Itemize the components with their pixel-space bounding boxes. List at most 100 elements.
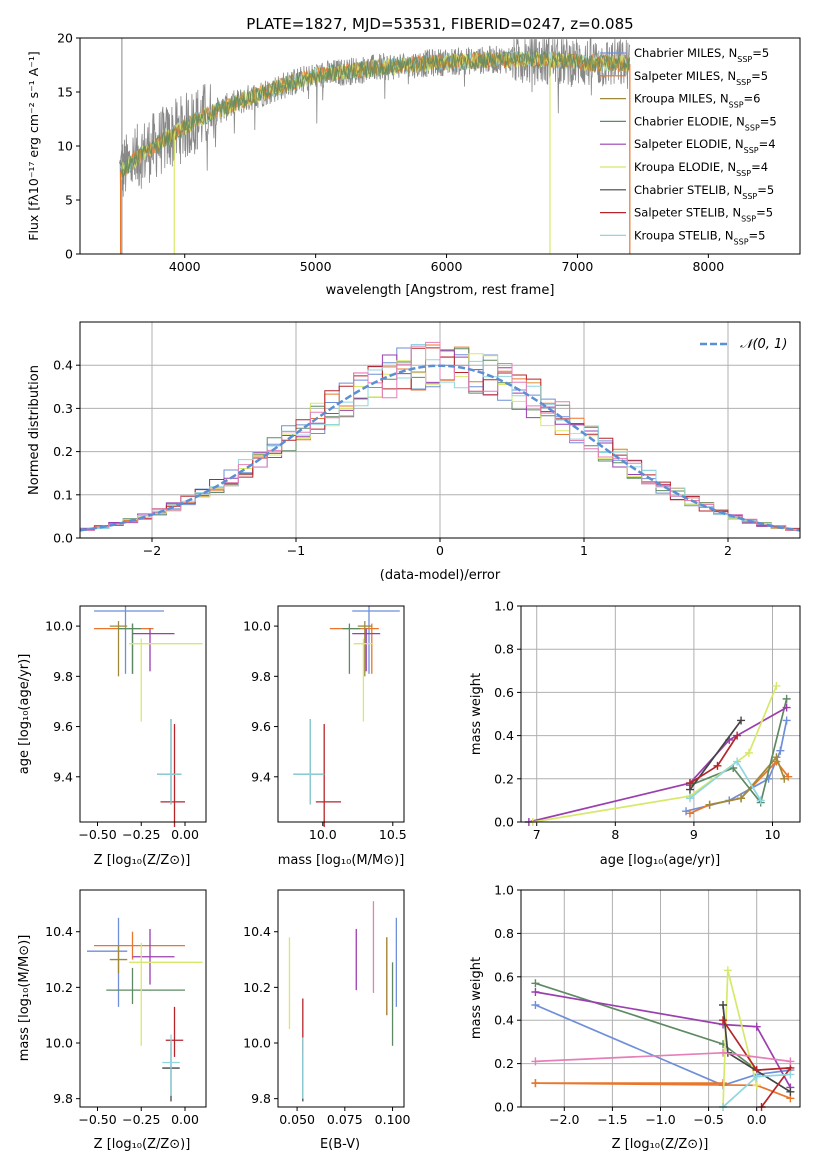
mwAge-series-line [689,698,788,805]
mwZ-point-marker [752,1081,761,1090]
mwAge-point-marker [756,796,765,805]
mwAge-point-marker [780,774,789,783]
ageZ-frame [79,605,207,823]
massEBV-ytick-label: 10.4 [243,924,271,939]
massEBV-xlabel: E(B-V) [320,1137,360,1152]
mwZ-point-marker [531,1001,540,1010]
residual-gaussian-curve [79,364,801,532]
mwZ-series-line [535,1082,791,1100]
mwAge-point-marker [782,716,791,725]
mwAge-point-marker [685,794,694,803]
age-vs-mass-panel: mass [log₁₀(M/M⊙)] 10.0 10.5 9.4 9.6 9.8 10.0 [243,605,407,868]
massEBV-ytick-label: 9.8 [251,1091,271,1106]
mwZ-xtick-label: 0.0 [747,1112,767,1127]
ageM-frame [277,605,405,823]
spectrum-model-line [120,49,631,179]
spectrum-xtick-label: 5000 [300,259,332,274]
mwAge-ytick-label: 0.0 [494,815,514,830]
spectrum-legend-label: Chabrier STELIB, NSSP=5 [634,183,774,201]
ageM-xtick-label: 10.5 [379,827,407,842]
residual-xlabel: (data-model)/error [380,568,501,583]
mwAge-xtick-label: 10 [765,827,781,842]
spectrum-ytick-label: 20 [57,31,73,46]
spectrum-legend-label: Chabrier MILES, NSSP=5 [634,46,769,64]
mwZ-series-line [535,1004,791,1087]
mwZ-point-marker [719,1016,728,1025]
mwAge-ytick-label: 1.0 [494,599,514,614]
massweight-vs-Z-panel: Z [log₁₀(Z/Z⊙)] mass weight −2.0 −1.5 −1.0… [469,883,801,1152]
massZ-ytick-label: 9.8 [53,1091,73,1106]
spectrum-legend-label: Salpeter ELODIE, NSSP=4 [634,137,776,155]
mwAge-xtick-label: 9 [690,827,698,842]
spectrum-legend-label: Salpeter MILES, NSSP=5 [634,69,768,87]
massZ-xtick-label: −0.50 [78,1112,116,1127]
mwZ-ytick-label: 0.4 [494,1013,514,1028]
mwAge-point-marker [782,703,791,712]
massZ-xtick-label: −0.25 [122,1112,160,1127]
massEBV-xtick-label: 0.075 [327,1112,363,1127]
massEBV-ytick-label: 10.0 [243,1036,271,1051]
mwZ-ylabel: mass weight [469,957,484,1039]
mwAge-point-marker [737,794,746,803]
mwZ-point-marker [531,1079,540,1088]
ageZ-ytick-label: 9.6 [53,719,73,734]
mwAge-series-line [528,706,788,823]
massZ-xlabel: Z [log₁₀(Z/Z⊙)] [94,1137,191,1152]
residuals-ytick-label: 0.3 [53,401,73,416]
residuals-xtick-label: 0 [436,543,444,558]
mwZ-ytick-label: 0.0 [494,1100,514,1115]
mwAge-ytick-label: 0.2 [494,771,514,786]
spectrum-xtick-label: 8000 [692,259,724,274]
mass-vs-Z-panel: Z [log₁₀(Z/Z⊙)] mass [log₁₀(M/M⊙)] −0.50… [17,889,207,1152]
figure-title: PLATE=1827, MJD=53531, FIBERID=0247, z=0… [246,15,633,33]
mwZ-point-marker [531,987,540,996]
ageZ-ylabel: age [log₁₀(age/yr)] [17,654,32,775]
mwAge-point-marker [772,753,781,762]
spectrum-legend-label: Salpeter STELIB, NSSP=5 [634,206,773,224]
mwAge-point-marker [685,809,694,818]
mwAge-series-line [532,685,778,823]
spectrum-legend-label: Kroupa MILES, NSSP=6 [634,92,760,110]
spectrum-xtick-label: 6000 [431,259,463,274]
spectrum-ylabel: Flux [fλ10⁻¹⁷ erg cm⁻² s⁻¹ A⁻¹] [26,51,41,240]
ageM-ytick-label: 9.4 [251,769,271,784]
mwZ-point-marker [786,1070,795,1079]
mwAge-frame [520,605,801,823]
mwZ-xtick-label: −1.5 [597,1112,627,1127]
spectrum-xtick-label: 7000 [562,259,594,274]
ageZ-ytick-label: 9.4 [53,769,73,784]
mwZ-point-marker [531,1057,540,1066]
legend-gaussian-label: 𝒩(0, 1) [740,337,787,352]
residuals-ytick-label: 0.4 [53,358,73,373]
mwZ-ytick-label: 0.2 [494,1056,514,1071]
mwZ-xtick-label: −1.0 [645,1112,675,1127]
mwAge-point-marker [737,716,746,725]
ageM-ytick-label: 10.0 [243,619,271,634]
mwAge-point-marker [782,694,791,703]
mwZ-series-line [535,991,792,1088]
residual-histogram-step [80,341,800,531]
spectrum-frame [79,37,801,255]
mwZ-point-marker [531,979,540,988]
massZ-ytick-label: 10.4 [45,924,73,939]
ageM-ytick-label: 9.8 [251,669,271,684]
mwZ-xtick-label: −0.5 [693,1112,723,1127]
mwAge-xtick-label: 8 [611,827,619,842]
spectrum-ytick-label: 5 [65,193,73,208]
spectrum-xlabel: wavelength [Angstrom, rest frame] [326,283,555,298]
residuals-ytick-label: 0.2 [53,444,73,459]
massEBV-xtick-label: 0.100 [375,1112,411,1127]
massEBV-xtick-label: 0.050 [279,1112,315,1127]
mwAge-point-marker [776,746,785,755]
massEBV-frame [277,889,405,1108]
ageZ-xlabel: Z [log₁₀(Z/Z⊙)] [94,853,191,868]
mwAge-point-marker [685,779,694,788]
mwAge-xtick-label: 7 [533,827,541,842]
mwAge-point-marker [705,800,714,809]
ageZ-ytick-label: 10.0 [45,619,73,634]
residual-ylabel: Normed distribution [27,365,42,495]
mwAge-point-marker [713,761,722,770]
mwAge-point-marker [744,748,753,757]
spectrum-legend-label: Kroupa STELIB, NSSP=5 [634,228,765,246]
